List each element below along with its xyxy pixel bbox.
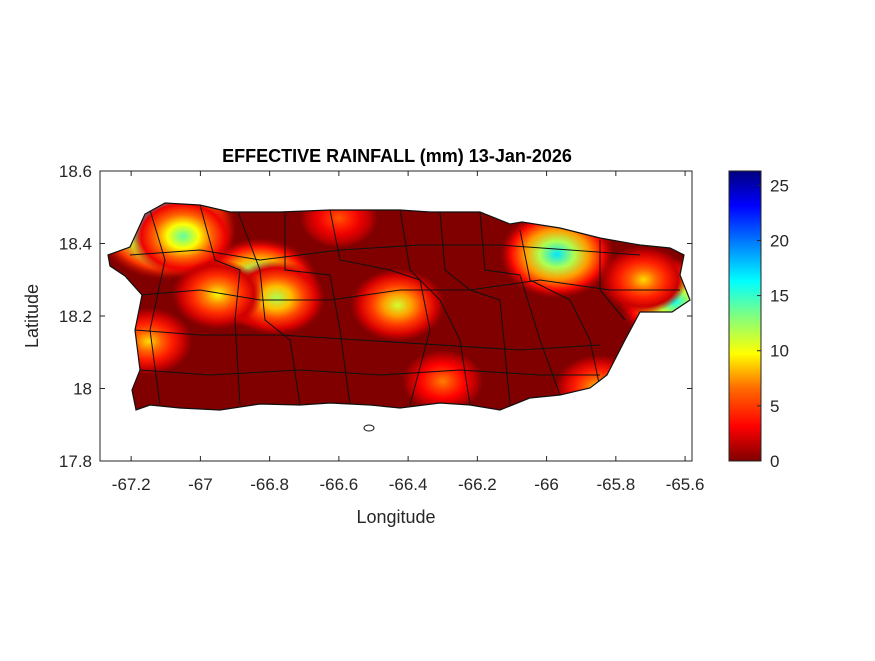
colorbar-tick-label: 0 xyxy=(770,452,779,471)
y-tick-label: 18 xyxy=(73,380,92,399)
y-tick-label: 18.6 xyxy=(59,162,92,181)
island-caja-de-muerto xyxy=(363,424,375,432)
x-tick-label: -66.4 xyxy=(389,475,428,494)
municipality-boundaries xyxy=(129,204,680,406)
rainfall-hotspot xyxy=(599,246,688,314)
rainfall-hotspot xyxy=(402,350,484,410)
x-tick-label: -66.8 xyxy=(250,475,289,494)
x-axis: -67.2 -67 -66.8 -66.6 -66.4 -66.2 -66 -65.8 -65.… xyxy=(112,171,705,494)
x-tick-label: -65.6 xyxy=(666,475,705,494)
colorbar: 0 5 10 15 20 25 xyxy=(728,170,789,471)
y-axis: 18.6 18.4 18.2 18 17.8 xyxy=(59,162,692,471)
x-tick-label: -66 xyxy=(534,475,559,494)
colorbar-tick-label: 20 xyxy=(770,231,789,250)
x-tick-label: -66.2 xyxy=(458,475,497,494)
colorbar-tick-label: 25 xyxy=(770,176,789,195)
y-tick-label: 18.4 xyxy=(59,235,92,254)
x-tick-label: -66.6 xyxy=(320,475,359,494)
chart-title: EFFECTIVE RAINFALL (mm) 13-Jan-2026 xyxy=(222,146,572,166)
y-tick-label: 18.2 xyxy=(59,307,92,326)
y-axis-label: Latitude xyxy=(22,284,42,348)
colorbar-tick-label: 5 xyxy=(770,397,779,416)
colorbar-tick-label: 10 xyxy=(770,342,789,361)
rainfall-hotspot xyxy=(350,268,445,342)
y-tick-label: 17.8 xyxy=(59,452,92,471)
rainfall-hotspot xyxy=(172,259,264,330)
x-axis-label: Longitude xyxy=(356,507,435,527)
x-tick-label: -65.8 xyxy=(596,475,635,494)
x-tick-label: -67 xyxy=(188,475,213,494)
colorbar-tick-label: 15 xyxy=(770,287,789,306)
x-tick-label: -67.2 xyxy=(112,475,151,494)
colorbar-gradient xyxy=(728,170,762,462)
rainfall-hotspot xyxy=(130,203,236,277)
